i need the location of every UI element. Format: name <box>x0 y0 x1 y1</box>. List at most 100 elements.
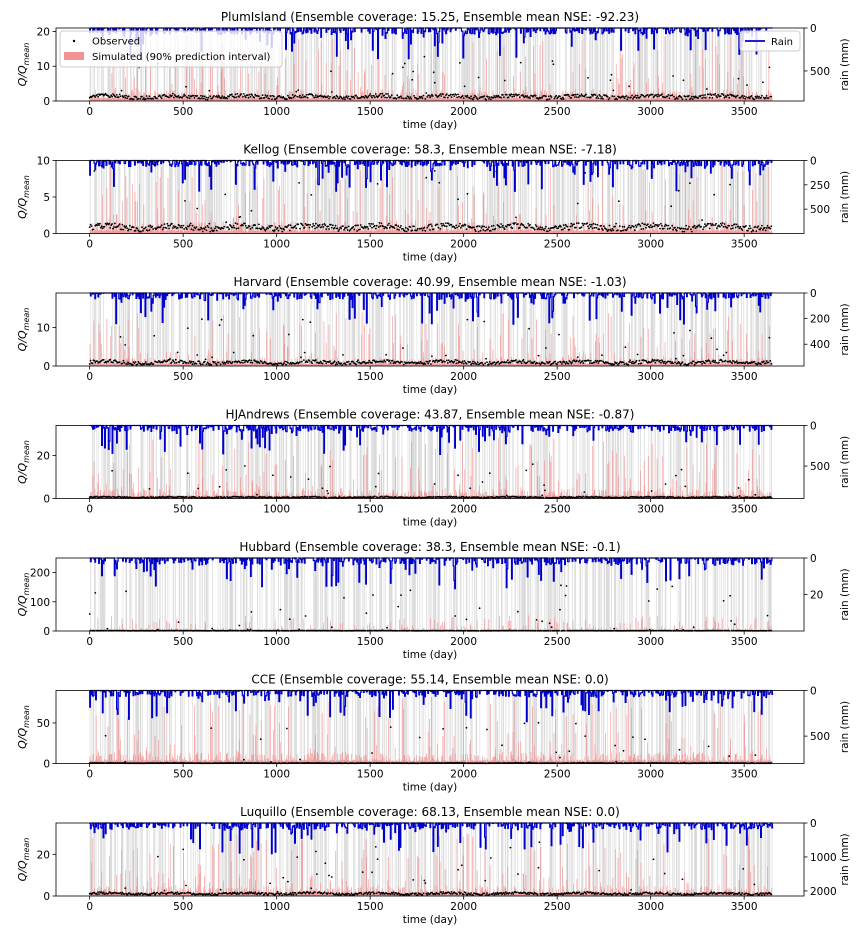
observed-point <box>99 222 101 225</box>
observed-point <box>693 363 696 366</box>
observed-point <box>310 194 313 196</box>
observed-point <box>205 96 208 99</box>
observed-point <box>457 474 459 477</box>
y-axis-label-main: Q/Q <box>16 595 29 616</box>
observed-point <box>387 359 389 361</box>
observed-point <box>677 189 680 192</box>
observed-point <box>561 96 564 99</box>
observed-point <box>744 97 746 100</box>
observed-point <box>519 61 522 64</box>
observed-point <box>136 227 139 230</box>
observed-point <box>481 362 484 364</box>
observed-point <box>335 892 338 895</box>
observed-point <box>303 351 306 354</box>
observed-point <box>181 226 184 229</box>
observed-point <box>102 358 105 361</box>
observed-point <box>623 363 626 366</box>
observed-point <box>476 225 479 227</box>
observed-point <box>180 224 183 227</box>
observed-point <box>109 358 112 361</box>
observed-point <box>149 363 152 365</box>
observed-point <box>671 224 674 227</box>
observed-point <box>518 226 521 229</box>
observed-point <box>561 228 564 231</box>
observed-point <box>211 627 214 630</box>
observed-point <box>287 224 290 226</box>
y-tick-label: 10 <box>37 156 50 168</box>
observed-point <box>661 225 663 227</box>
rain-background-bars <box>98 558 772 631</box>
observed-point <box>435 359 438 362</box>
observed-point <box>588 227 590 230</box>
observed-point <box>429 96 431 99</box>
observed-point <box>677 361 680 363</box>
observed-point <box>680 468 683 471</box>
observed-point <box>608 224 611 227</box>
observed-point <box>548 360 551 363</box>
observed-point <box>299 361 301 363</box>
observed-point <box>627 96 630 99</box>
observed-point <box>414 361 416 364</box>
observed-point <box>373 360 376 363</box>
observed-point <box>314 891 316 893</box>
y-axis-label: Q/Qmean <box>16 175 31 219</box>
observed-point <box>342 225 344 228</box>
observed-point <box>733 95 736 98</box>
observed-point <box>236 92 239 95</box>
observed-point <box>407 96 410 98</box>
observed-point <box>571 225 573 227</box>
observed-point <box>522 224 525 227</box>
observed-point <box>573 93 575 96</box>
observed-point <box>620 230 623 232</box>
observed-point <box>552 63 555 66</box>
observed-point <box>545 225 547 228</box>
observed-point <box>461 360 464 363</box>
observed-point <box>738 495 741 497</box>
observed-point <box>328 97 330 100</box>
observed-point <box>627 363 630 366</box>
observed-point <box>301 360 303 363</box>
observed-point <box>233 226 236 229</box>
axes-frame <box>55 27 805 102</box>
observed-point <box>560 361 562 364</box>
observed-point <box>666 95 669 98</box>
observed-point <box>306 96 309 99</box>
observed-point <box>693 96 696 99</box>
observed-point <box>432 71 435 74</box>
observed-point <box>329 360 331 363</box>
observed-point <box>387 224 389 227</box>
rain-tick-label: 500 <box>810 66 830 78</box>
observed-point <box>359 97 362 99</box>
observed-point <box>294 94 297 97</box>
observed-point <box>567 362 570 365</box>
observed-point <box>488 472 491 474</box>
observed-point <box>103 225 106 228</box>
observed-point <box>182 95 185 97</box>
observed-point <box>299 758 301 761</box>
observed-point <box>470 95 472 98</box>
rain-tick-label: 0 <box>810 421 817 433</box>
observed-point <box>290 97 293 100</box>
observed-point <box>452 93 455 96</box>
observed-point <box>186 327 189 330</box>
observed-point <box>634 361 637 364</box>
observed-point <box>124 97 127 99</box>
observed-point <box>757 225 760 228</box>
observed-point <box>378 94 381 97</box>
observed-point <box>770 225 773 228</box>
observed-point <box>520 362 523 365</box>
observed-point <box>97 95 99 98</box>
observed-point <box>272 474 274 477</box>
observed-point <box>614 744 616 747</box>
observed-point <box>327 225 329 228</box>
observed-point <box>692 226 695 228</box>
observed-point <box>368 359 371 362</box>
observed-point <box>660 361 662 364</box>
observed-point <box>352 95 355 98</box>
observed-point <box>554 360 557 363</box>
observed-point <box>670 205 673 208</box>
observed-point <box>207 362 210 365</box>
observed-point <box>315 94 317 97</box>
observed-point <box>576 356 579 358</box>
